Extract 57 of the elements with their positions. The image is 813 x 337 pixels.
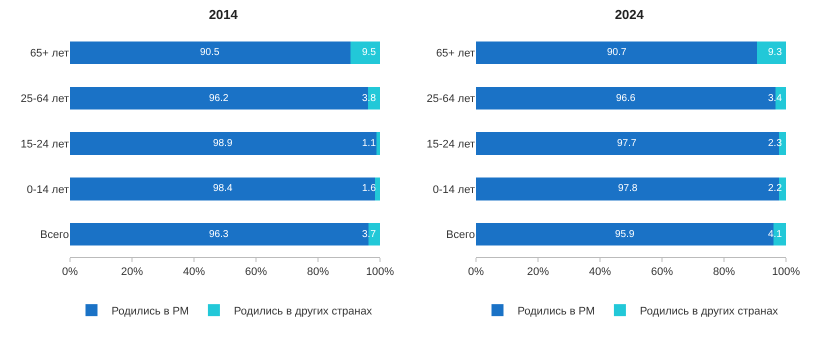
x-tick-label: 40%	[182, 266, 206, 278]
y-tick-label: 0-14 лет	[432, 184, 475, 196]
bar	[350, 41, 380, 64]
y-tick-label: 65+ лет	[30, 48, 69, 60]
data-label: 90.5	[200, 47, 220, 58]
x-tick-label: 80%	[306, 266, 330, 278]
data-label: 95.9	[615, 229, 635, 240]
bar	[757, 41, 786, 64]
chart-title: 2014	[208, 7, 239, 22]
data-label: 3.8	[362, 93, 376, 104]
data-label: 98.4	[213, 183, 233, 194]
legend-label: Родились в других странах	[640, 305, 779, 318]
x-tick-label: 100%	[772, 266, 800, 278]
legend-label: Родились в РМ	[518, 305, 595, 318]
data-label: 97.7	[617, 138, 637, 149]
y-tick-label: 65+ лет	[436, 48, 475, 60]
x-tick-label: 80%	[712, 266, 736, 278]
x-tick-label: 20%	[120, 266, 144, 278]
legend-label: Родились в других странах	[234, 305, 373, 318]
x-tick-label: 100%	[366, 266, 394, 278]
y-tick-label: Всего	[446, 229, 475, 242]
data-label: 3.4	[768, 93, 782, 104]
data-label: 1.1	[362, 138, 376, 149]
legend-label: Родились в РМ	[112, 305, 189, 318]
bar	[476, 41, 758, 64]
data-label: 97.8	[618, 183, 638, 194]
data-label: 2.3	[768, 138, 782, 149]
data-label: 90.7	[607, 47, 627, 58]
y-tick-label: Всего	[40, 229, 69, 242]
bar	[375, 178, 380, 200]
data-label: 3.7	[362, 229, 376, 240]
bar	[376, 132, 380, 155]
x-tick-label: 60%	[244, 266, 268, 278]
data-label: 9.5	[362, 47, 376, 58]
bar	[476, 178, 780, 200]
x-tick-label: 20%	[526, 266, 550, 278]
chart-title: 2024	[614, 7, 645, 22]
data-label: 96.6	[616, 93, 636, 104]
x-tick-label: 0%	[62, 266, 78, 278]
data-label: 96.2	[209, 93, 229, 104]
x-tick-label: 40%	[588, 266, 612, 278]
y-tick-label: 15-24 лет	[426, 138, 475, 150]
x-tick-label: 60%	[650, 266, 674, 278]
bar	[70, 41, 351, 64]
y-tick-label: 25-64 лет	[426, 92, 475, 105]
y-tick-label: 0-14 лет	[26, 184, 69, 196]
data-label: 96.3	[209, 229, 229, 240]
x-tick-label: 0%	[468, 266, 484, 278]
y-tick-label: 25-64 лет	[20, 92, 69, 105]
y-tick-label: 15-24 лет	[20, 138, 69, 150]
data-label: 98.9	[213, 138, 233, 149]
data-label: 9.3	[768, 47, 782, 58]
data-label: 1.6	[362, 183, 376, 194]
data-label: 2.2	[768, 183, 782, 194]
bar	[70, 132, 377, 155]
bar	[70, 178, 376, 200]
data-label: 4.1	[768, 229, 782, 240]
